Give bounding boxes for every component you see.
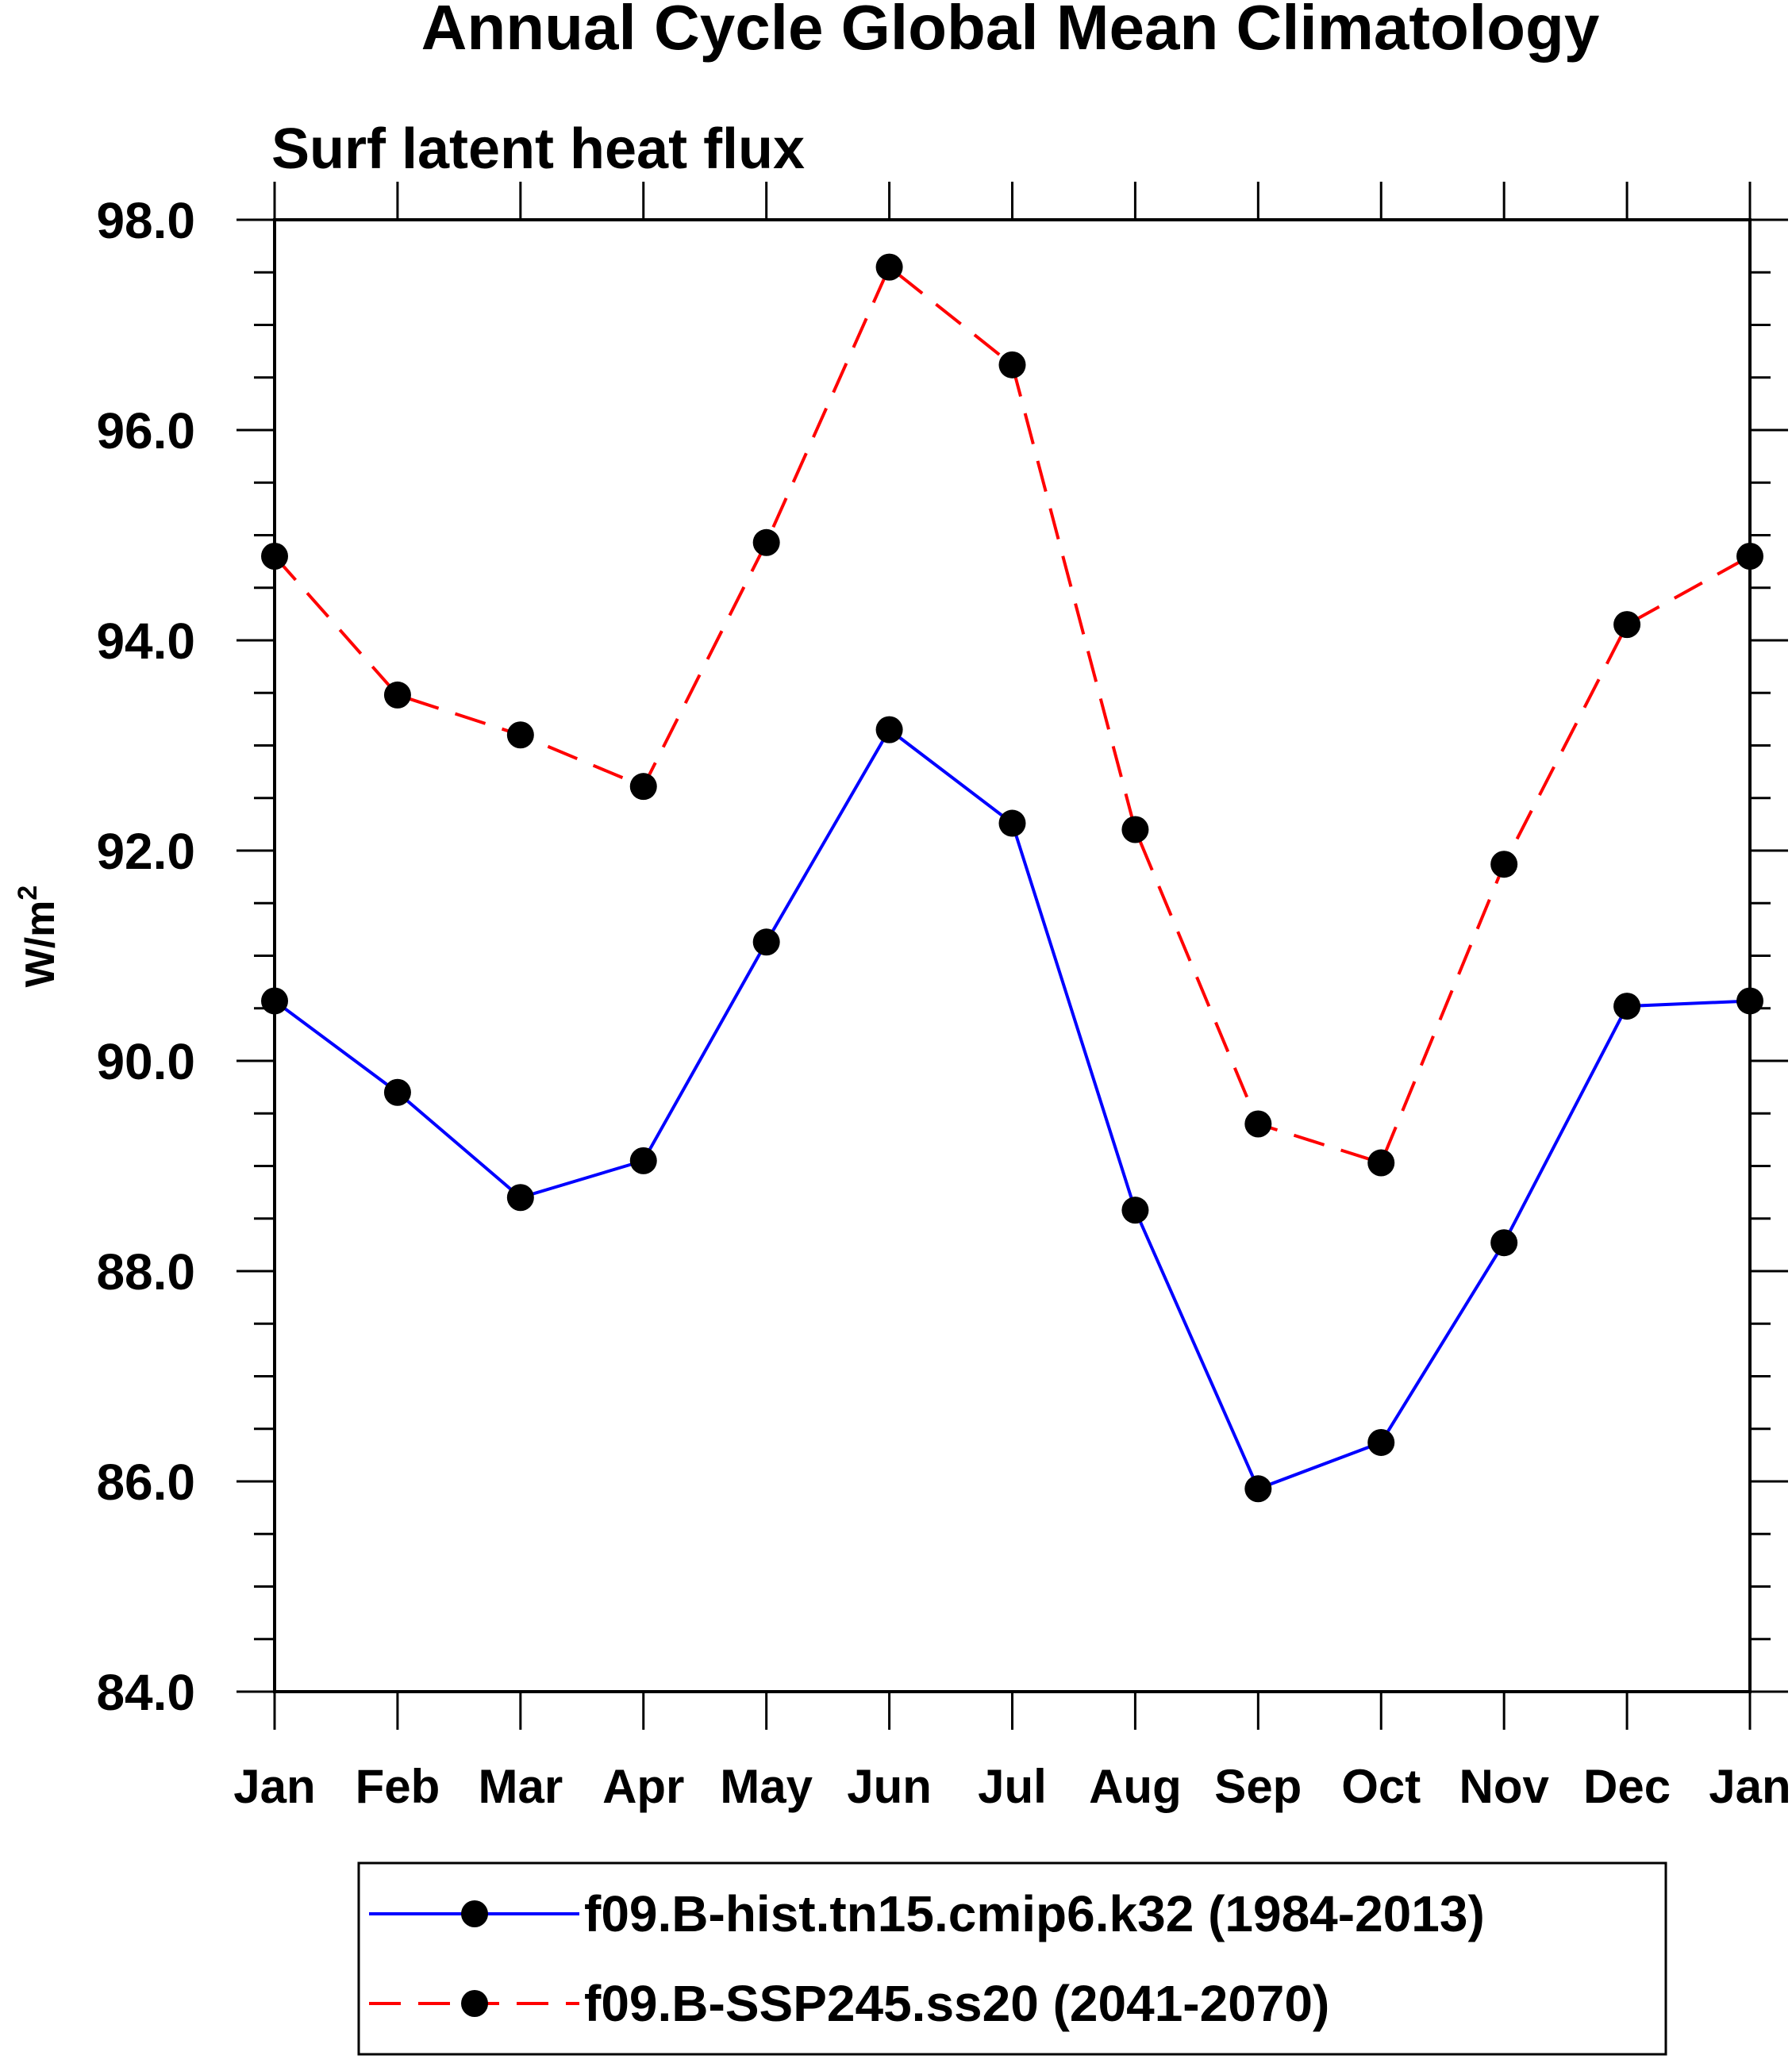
ticks-layer [236,182,1788,1730]
x-tick-labels: Jan Feb Mar Apr May Jun Jul Aug Sep Oct Nov Dec Jan [233,1760,1790,1813]
y-axis-label: W/m2 [13,886,63,988]
series-1-point [1613,993,1641,1020]
series-1-point [875,716,903,743]
x-tick-label: Dec [1583,1760,1671,1813]
series-1-point [752,928,780,956]
y-tick-label: 98.0 [96,192,195,249]
series-2-point [998,351,1026,378]
series-2-point [1490,851,1518,878]
x-tick-label: Feb [356,1760,440,1813]
series-1-point [998,809,1026,837]
series-1-point [629,1147,657,1174]
series-2-point [383,681,411,709]
series-1-point [1367,1428,1395,1456]
series-2-point [1613,611,1641,639]
y-tick-label: 90.0 [96,1033,195,1090]
series-2-point [1121,816,1149,843]
chart-subtitle: Surf latent heat flux [271,117,805,181]
series-layer [261,253,1763,1503]
series-1-line [273,727,1751,1491]
x-tick-label: Nov [1459,1760,1549,1813]
chart-title: Annual Cycle Global Mean Climatology [421,0,1600,63]
series-2-line [273,264,1751,1165]
legend-marker-2 [461,1990,488,2017]
series-1-point [1121,1197,1149,1224]
legend-label-1: f09.B-hist.tn15.cmip6.k32 (1984-2013) [584,1885,1485,1942]
y-tick-label: 88.0 [96,1243,195,1300]
series-1-point [506,1184,534,1212]
series-2-point [1244,1110,1272,1138]
svg-text:W/m2: W/m2 [13,886,63,988]
x-tick-label: Oct [1341,1760,1421,1813]
x-tick-label: Jun [847,1760,932,1813]
x-tick-label: Sep [1214,1760,1302,1813]
series-2 [261,253,1763,1177]
legend-box [357,1861,1667,2056]
x-tick-label: Jan [233,1760,315,1813]
series-1-point [383,1078,411,1106]
series-2-point [1367,1149,1395,1177]
series-2-point [752,528,780,556]
y-tick-label: 92.0 [96,823,195,880]
y-tick-label: 96.0 [96,402,195,459]
plot-frame [273,218,1752,1693]
series-2-point [629,773,657,801]
x-tick-label: Jul [978,1760,1047,1813]
x-tick-label: Mar [478,1760,563,1813]
x-tick-label: Apr [602,1760,684,1813]
series-1-point [1244,1475,1272,1503]
x-tick-label: Aug [1089,1760,1182,1813]
y-tick-label: 86.0 [96,1454,195,1511]
y-tick-label: 94.0 [96,613,195,670]
y-tick-labels: 84.0 86.0 88.0 90.0 92.0 94.0 96.0 98.0 [96,192,195,1721]
y-axis-label-text: W/m [17,901,63,988]
y-axis-label-superscript: 2 [13,886,43,901]
legend-entry-1: f09.B-hist.tn15.cmip6.k32 (1984-2013) [369,1885,1485,1942]
series-2-point [506,721,534,749]
series-1 [261,716,1763,1503]
legend: f09.B-hist.tn15.cmip6.k32 (1984-2013) f09… [369,1885,1485,2032]
legend-label-2: f09.B-SSP245.ss20 (2041-2070) [584,1975,1329,2032]
x-tick-label: Jan [1709,1760,1790,1813]
x-tick-label: May [720,1760,813,1813]
y-tick-label: 84.0 [96,1664,195,1721]
legend-entry-2: f09.B-SSP245.ss20 (2041-2070) [369,1975,1329,2032]
series-1-point [1490,1229,1518,1257]
series-2-point [875,253,903,281]
legend-marker-1 [461,1900,488,1927]
